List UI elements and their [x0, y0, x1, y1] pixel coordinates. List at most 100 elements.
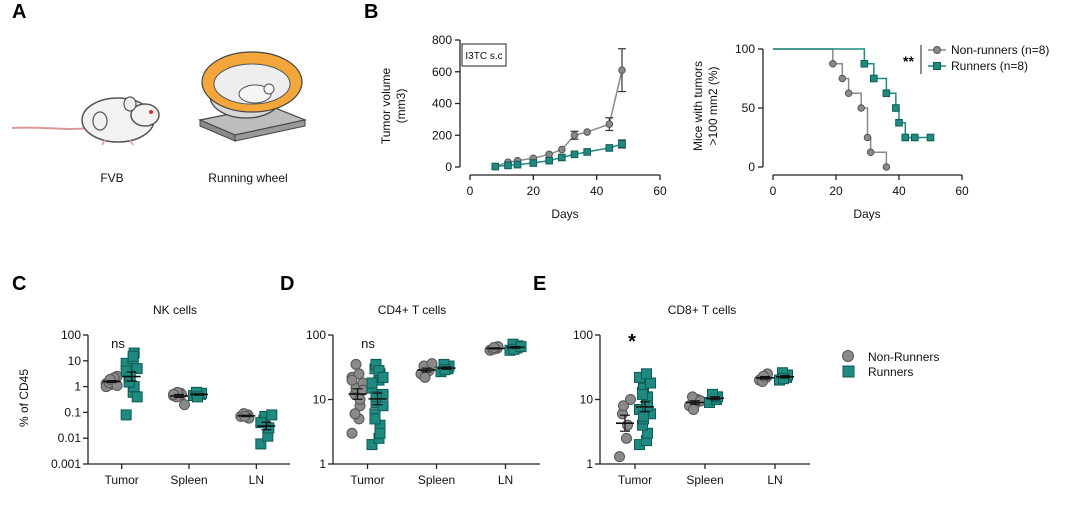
nk-cells-runners-point: [192, 391, 203, 403]
tumor-volume-xtick-label: 60: [653, 184, 667, 198]
survival-xtick-label: 20: [829, 184, 843, 198]
cd8-t-cells-ytick-label: 100: [573, 328, 593, 342]
tumor-volume-ylabel-line2: (mm3): [394, 89, 408, 124]
survival-runners-point: [926, 133, 935, 142]
legend-marker-nonrunners-bottom: [842, 350, 854, 362]
cd8-t-cells-nonrunners-point: [614, 451, 625, 463]
tumor-volume-nonrunners-point: [618, 66, 626, 74]
cd8-t-cells-nonrunners-point: [688, 403, 699, 415]
nk-cells-ytick-label: 0.1: [64, 405, 81, 419]
cd8-t-cells-ytick-label: 10: [580, 393, 594, 407]
annotation-i3tc: I3TC s.c: [465, 51, 502, 62]
cd8-t-cells-xtick-label: Tumor: [618, 473, 652, 487]
cd8-t-cells-nonrunners-point: [625, 394, 636, 405]
nk-cells-nonrunners-point: [179, 399, 190, 411]
cd8-t-cells-runners-point: [645, 377, 656, 389]
tumor-volume-ytick-label: 800: [432, 33, 452, 47]
nk-cells-ytick-label: 10: [68, 354, 82, 368]
nk-cells-xtick-label: Spleen: [170, 473, 207, 487]
tumor-volume-runners-point: [491, 162, 500, 171]
cd4-t-cells-runners-point: [370, 391, 382, 403]
tumor-volume-ytick-label: 0: [445, 160, 452, 174]
survival-nonrunners-point: [844, 89, 853, 98]
panel-letter-a: A: [12, 1, 26, 23]
survival-significance: **: [903, 53, 914, 69]
nk-cells-title: NK cells: [153, 303, 197, 317]
survival-runners-point: [892, 104, 900, 112]
caption-fvb: FVB: [100, 171, 123, 185]
cd4-t-cells-ytick-label: 1: [319, 457, 326, 471]
survival-runners-point: [901, 133, 910, 142]
survival-nonrunners-point: [829, 59, 837, 68]
nk-cells-chart: NK cells % of CD45 ns 0.001 0.01 0.1 1 10 100…: [17, 303, 290, 487]
tumor-volume-xtick-label: 40: [590, 184, 604, 198]
tumor-volume-nonrunners-line: [495, 69, 623, 168]
cd8-t-cells-runners-point: [638, 410, 649, 422]
mouse-illustration: [11, 96, 160, 146]
survival-xlabel: Days: [853, 207, 880, 221]
survival-chart: Mice with tumors >100 mm2 (%) Days ** No…: [691, 42, 1049, 221]
survival-nonrunners-point: [863, 133, 872, 142]
cd4-t-cells-nonrunners-point: [426, 358, 438, 370]
scatter-legend: Non-Runners Runners: [842, 350, 939, 379]
panel-letter-b: B: [364, 1, 378, 23]
panel-letter-c: C: [12, 273, 26, 295]
cd4-t-cells-runners-point: [369, 413, 381, 425]
cd4-t-cells-nonrunners-point: [419, 371, 431, 383]
survival-xtick-label: 60: [955, 184, 969, 198]
nk-cells-ytick-label: 1: [74, 380, 81, 394]
running-wheel-illustration: [197, 51, 308, 142]
cd4-t-cells-nonrunners-point: [350, 358, 362, 370]
survival-ytick-label: 0: [748, 160, 755, 174]
nk-cells-significance: ns: [111, 336, 125, 351]
tumor-volume-nonrunners-point: [570, 131, 579, 140]
tumor-volume-runners-point: [504, 161, 512, 170]
tumor-volume-nonrunners-point: [558, 145, 566, 154]
tumor-volume-nonrunners-point: [605, 120, 614, 128]
legend-runners-bottom: Runners: [868, 365, 913, 379]
cd8-t-cells-runners-point: [641, 368, 652, 380]
cd8-t-cells-xtick-label: Spleen: [686, 473, 723, 487]
cd4-t-cells-xtick-label: LN: [498, 473, 513, 487]
cd4-significance: ns: [361, 336, 375, 351]
legend-marker-nonrunners: [933, 46, 941, 54]
cd8-t-cells-xtick-label: LN: [767, 473, 782, 487]
tumor-volume-ytick-label: 400: [432, 97, 452, 111]
tumor-volume-xlabel: Days: [551, 207, 578, 221]
tumor-volume-xtick-label: 0: [467, 184, 474, 198]
tumor-volume-runners-point: [583, 148, 591, 156]
tumor-volume-runners-point: [605, 144, 614, 152]
survival-runners-point: [895, 118, 903, 127]
survival-nonrunners-point: [857, 104, 866, 112]
cd4-t-cells-nonrunners-point: [346, 374, 358, 386]
tumor-volume-runners-point: [618, 140, 626, 148]
tumor-volume-ylabel-line1: Tumor volume: [379, 68, 393, 145]
cd8-t-cells-runners-point: [778, 373, 789, 385]
tumor-volume-ytick-label: 600: [432, 65, 452, 79]
cd4-t-cells-runners-point: [366, 377, 378, 389]
nk-cells-ylabel: % of CD45: [17, 369, 31, 427]
survival-runners-point: [870, 74, 878, 83]
nk-cells-ytick-label: 0.01: [58, 431, 82, 445]
cd4-t-cells-ytick-label: 100: [306, 328, 326, 342]
cd4-t-cells-runners-point: [377, 400, 389, 412]
nk-cells-ytick-label: 0.001: [51, 457, 81, 471]
cd8-t-cells-nonrunners-point: [621, 432, 632, 444]
annotation-box: [461, 43, 507, 67]
nk-cells-xtick-label: Tumor: [105, 473, 139, 487]
nk-cells-ytick-label: 100: [61, 328, 81, 342]
tumor-volume-xtick-label: 20: [527, 184, 541, 198]
tumor-volume-runners-point: [529, 159, 538, 167]
nk-cells-runners-point: [120, 365, 132, 377]
cd4-t-cells-nonrunners-point: [349, 408, 361, 420]
tumor-volume-chart: I3TC s.c Tumor volume (mm3) Days 0200400…: [379, 33, 667, 221]
cd8-t-cells-ytick-label: 1: [586, 457, 593, 471]
tumor-volume-ytick-label: 200: [432, 128, 452, 142]
caption-running-wheel: Running wheel: [208, 171, 287, 185]
survival-xtick-label: 0: [770, 184, 777, 198]
survival-xtick-label: 40: [892, 184, 906, 198]
survival-runners-point: [910, 133, 919, 142]
nk-cells-runners-point: [131, 391, 143, 403]
tumor-volume-nonrunners-point: [545, 150, 553, 159]
survival-nonrunners-point: [838, 74, 847, 83]
